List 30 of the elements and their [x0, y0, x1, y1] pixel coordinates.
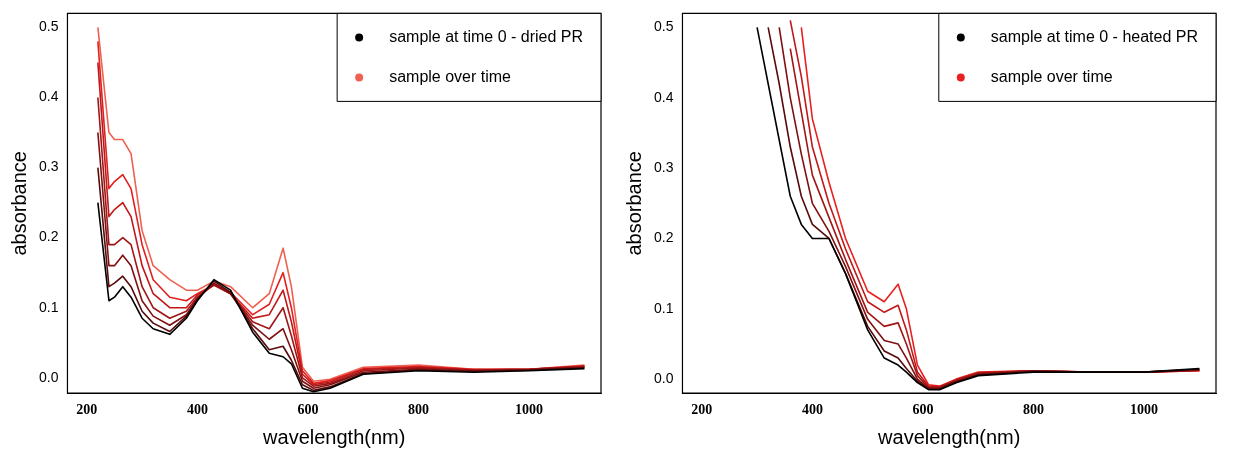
y-tick-label: 0.0 [653, 369, 674, 386]
y-tick-label: 0.2 [653, 229, 674, 246]
x-axis-title: wavelength(nm) [877, 425, 1021, 448]
y-tick-label: 0.5 [653, 18, 674, 35]
legend-label: sample at time 0 - dried PR [389, 27, 584, 45]
x-tick-label: 600 [912, 402, 934, 418]
y-axis-title: absorbance [622, 151, 645, 256]
y-tick-label: 0.5 [38, 18, 59, 35]
y-tick-label: 0.4 [653, 88, 674, 105]
x-tick-label: 400 [801, 402, 823, 418]
x-tick-label: 200 [76, 402, 98, 418]
x-tick-label: 1000 [515, 402, 544, 418]
x-axis-title: wavelength(nm) [262, 425, 406, 448]
x-tick-label: 200 [691, 402, 713, 418]
y-tick-label: 0.4 [38, 88, 59, 105]
x-tick-label: 400 [186, 402, 208, 418]
x-tick-label: 800 [408, 402, 430, 418]
y-axis-title: absorbance [7, 151, 30, 256]
y-tick-label: 0.1 [38, 298, 59, 315]
x-tick-label: 1000 [1130, 402, 1159, 418]
y-tick-label: 0.1 [653, 299, 674, 316]
y-tick-label: 0.3 [653, 158, 674, 175]
x-tick-label: 800 [1023, 402, 1045, 418]
y-tick-label: 0.3 [38, 158, 59, 175]
legend-label: sample at time 0 - heated PR [990, 27, 1199, 45]
legend-label: sample over time [990, 67, 1113, 85]
legend-label: sample over time [389, 67, 512, 85]
y-tick-label: 0.0 [38, 368, 59, 385]
y-tick-label: 0.2 [38, 228, 59, 245]
x-tick-label: 600 [297, 402, 319, 418]
